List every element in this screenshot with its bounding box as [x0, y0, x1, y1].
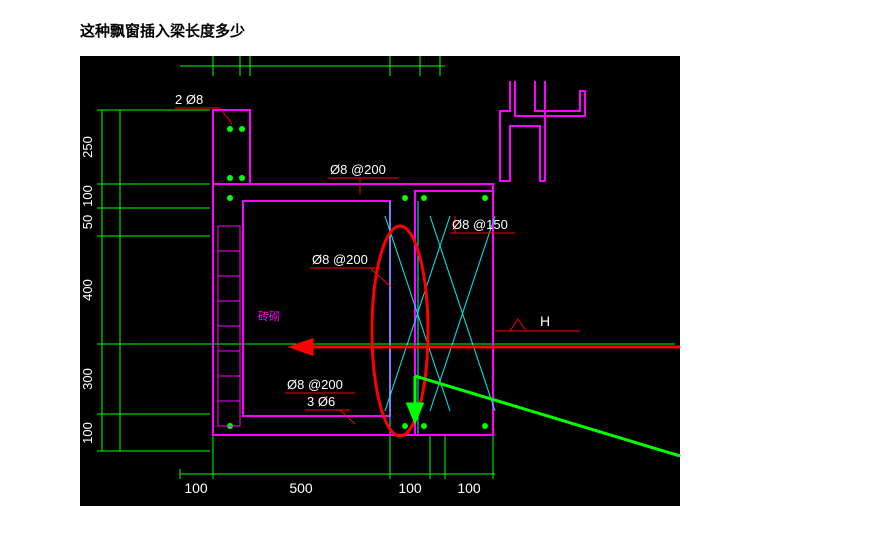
dim-chain-bottom: 100 500 100 100: [180, 436, 495, 496]
label-phi8-200-c: Ø8 @200: [287, 377, 343, 392]
green-arrow: [408, 376, 680, 456]
dim-left-0: 250: [80, 136, 95, 158]
brick-label: 砖砌: [258, 309, 280, 323]
brick-hatch: [218, 226, 240, 426]
cyan-lines: [385, 201, 495, 434]
dim-left-3: 400: [80, 279, 95, 301]
dim-bot-3: 100: [457, 480, 481, 496]
h-level-mark: H: [495, 313, 580, 331]
dim-left-2: 50: [80, 215, 95, 229]
label-phi8-200-b: Ø8 @200: [312, 252, 368, 267]
label-phi8-200-a: Ø8 @200: [330, 162, 386, 177]
dim-bot-0: 100: [184, 480, 208, 496]
corner-detail: [500, 81, 585, 181]
dim-bot-2: 100: [398, 480, 422, 496]
dim-left-5: 100: [80, 422, 95, 444]
h-label: H: [540, 313, 550, 329]
red-arrow: [292, 340, 680, 354]
dim-bot-1: 500: [289, 480, 313, 496]
rebar-callouts: 2 Ø8 Ø8 @200 Ø8 @200 Ø8: [175, 92, 515, 424]
cad-drawing: 250 100 50 400 300 100: [80, 56, 680, 506]
label-2phi8: 2 Ø8: [175, 92, 203, 107]
dim-left-1: 100: [80, 185, 95, 207]
label-phi8-150: Ø8 @150: [452, 217, 508, 232]
dim-top-extensions: [180, 56, 445, 76]
dim-left-4: 300: [80, 368, 95, 390]
label-3phi6: 3 Ø6: [307, 394, 335, 409]
question-title: 这种飘窗插入梁长度多少: [80, 20, 245, 41]
